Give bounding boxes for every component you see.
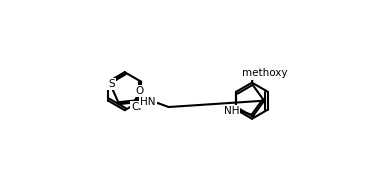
Text: HN: HN (140, 97, 156, 107)
Text: S: S (108, 79, 115, 89)
Text: O: O (246, 69, 255, 79)
Text: O: O (136, 86, 144, 96)
Text: Cl: Cl (131, 102, 142, 112)
Text: methoxy: methoxy (242, 68, 287, 78)
Text: NH: NH (224, 106, 239, 116)
